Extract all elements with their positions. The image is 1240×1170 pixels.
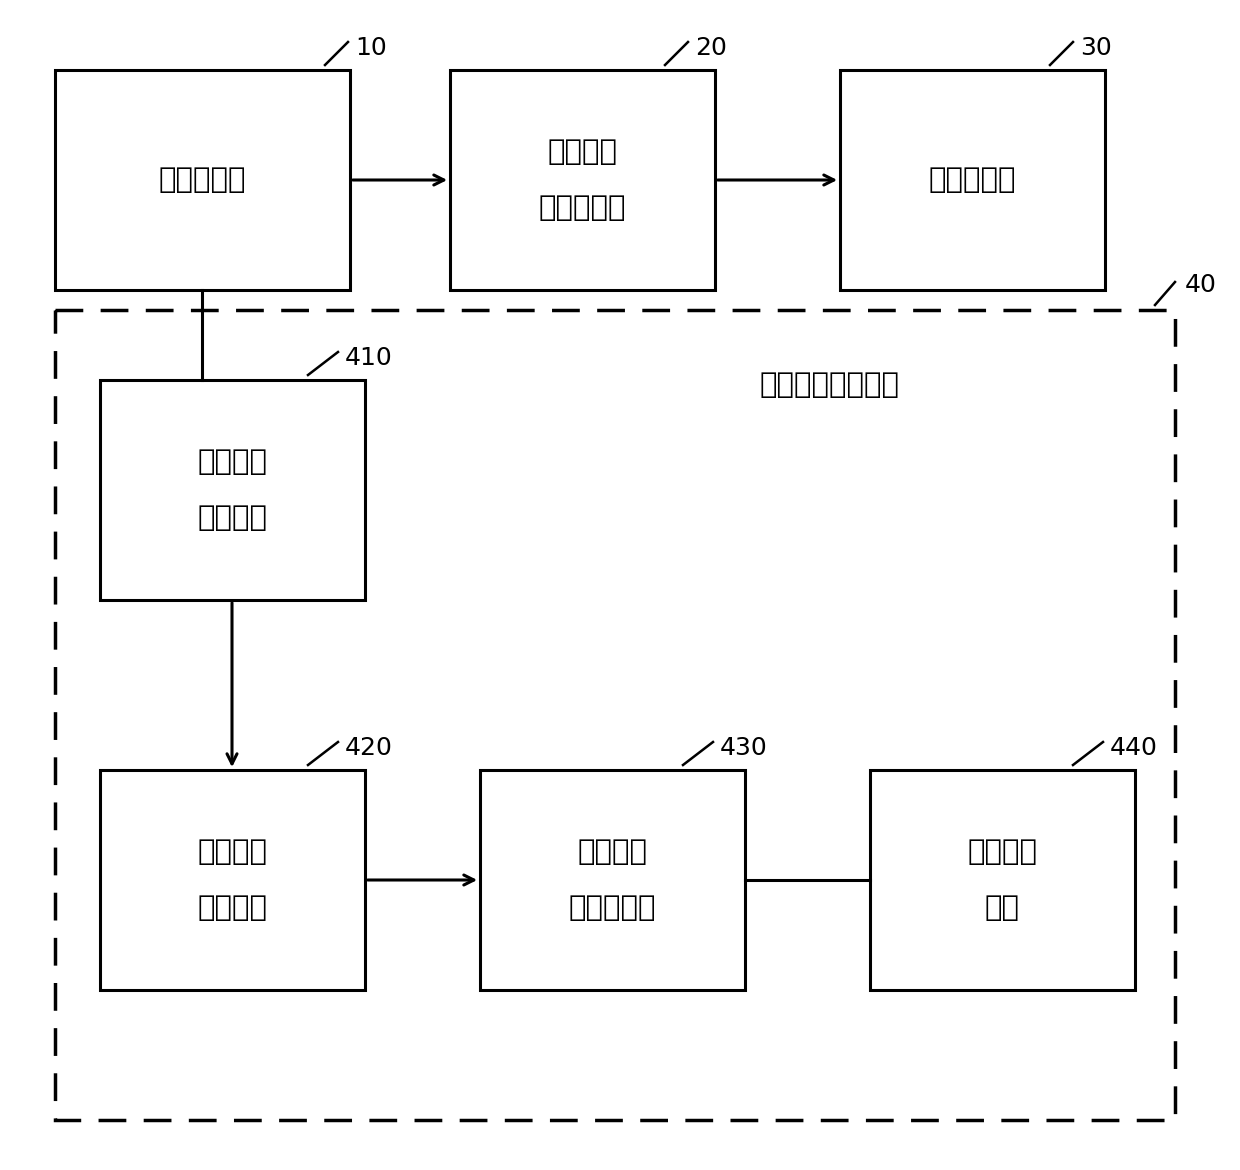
Text: 补偿数据: 补偿数据	[197, 838, 268, 866]
Text: 连续数据: 连续数据	[197, 448, 268, 476]
Text: 并转串电路: 并转串电路	[159, 166, 247, 194]
Text: 410: 410	[345, 346, 393, 370]
Text: 20: 20	[694, 36, 727, 60]
Bar	[450, 70, 715, 290]
Bar	[870, 770, 1135, 990]
Text: 预驱动电路: 预驱动电路	[569, 894, 656, 922]
Text: 负载匹配: 负载匹配	[967, 838, 1038, 866]
Text: 预驱动电路: 预驱动电路	[538, 194, 626, 222]
Text: 30: 30	[1080, 36, 1112, 60]
Text: 判断电路: 判断电路	[197, 504, 268, 532]
Bar	[100, 380, 365, 600]
Text: 420: 420	[345, 736, 393, 760]
Bar	[55, 70, 350, 290]
Text: 电路: 电路	[985, 894, 1021, 922]
Bar	[100, 770, 365, 990]
Text: 主驱动电路: 主驱动电路	[929, 166, 1017, 194]
Text: 电源抖动补偿电路: 电源抖动补偿电路	[760, 371, 900, 399]
Text: 10: 10	[355, 36, 387, 60]
Text: 产生电路: 产生电路	[197, 894, 268, 922]
Text: 补偿数据: 补偿数据	[578, 838, 647, 866]
Text: 40: 40	[1185, 273, 1216, 297]
Text: 440: 440	[1110, 736, 1158, 760]
Bar	[839, 70, 1105, 290]
Bar	[480, 770, 745, 990]
Bar	[55, 310, 1176, 1120]
Text: 有效数据: 有效数据	[548, 138, 618, 166]
Text: 430: 430	[720, 736, 768, 760]
